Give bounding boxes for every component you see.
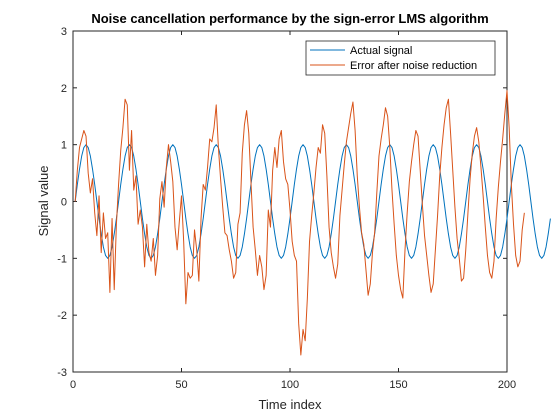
y-tick-label: -1 <box>57 253 67 265</box>
x-tick-label: 100 <box>281 379 299 391</box>
y-tick-label: 1 <box>61 140 67 152</box>
y-tick-label: 0 <box>61 197 67 209</box>
y-tick-label: 2 <box>61 83 67 95</box>
x-tick-label: 200 <box>498 379 516 391</box>
x-axis-ticks: 0 50 100 150 200 <box>70 31 516 391</box>
legend-label-error: Error after noise reduction <box>350 60 477 72</box>
x-tick-label: 150 <box>389 379 407 391</box>
legend-box <box>305 40 496 76</box>
series-layer <box>74 90 551 356</box>
y-axis-ticks: -3 -2 -1 0 1 2 3 <box>57 26 507 379</box>
legend-label-actual-signal: Actual signal <box>350 45 412 57</box>
chart-title: Noise cancellation performance by the si… <box>91 11 488 26</box>
legend: Actual signal Error after noise reductio… <box>305 40 496 76</box>
series-line-error-after-noise-reduction <box>74 90 525 356</box>
x-axis-label: Time index <box>258 397 322 412</box>
x-tick-label: 50 <box>175 379 187 391</box>
y-tick-label: 3 <box>61 26 67 38</box>
y-axis-label: Signal value <box>36 166 51 237</box>
x-tick-label: 0 <box>70 379 76 391</box>
y-tick-label: -3 <box>57 367 67 379</box>
y-tick-label: -2 <box>57 310 67 322</box>
plot-area: 0 50 100 150 200 -3 -2 -1 0 1 2 3 <box>57 26 551 391</box>
